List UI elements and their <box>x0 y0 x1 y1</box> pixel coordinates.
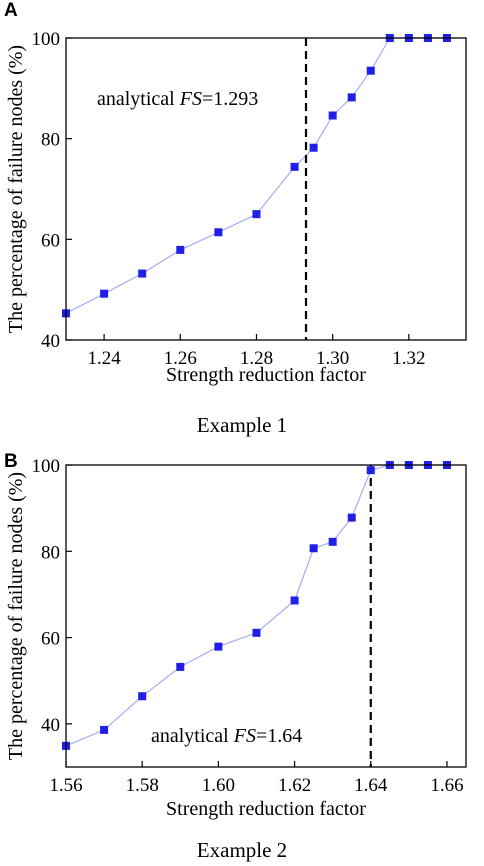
x-tick-label: 1.24 <box>87 348 121 369</box>
chart-example-1: 1.24 1.26 1.28 1.30 1.32 40 60 80 100 Strength re… <box>5 29 467 386</box>
x-tick-label: 1.60 <box>202 775 235 796</box>
data-point <box>176 245 185 254</box>
y-tick-label: 80 <box>41 130 60 151</box>
caption-example-2: Example 2 <box>196 838 288 862</box>
data-point <box>214 228 223 237</box>
analytical-fs-annotation: analytical FS=1.293 <box>97 88 258 110</box>
data-point <box>290 162 299 171</box>
x-axis-title: Strength reduction factor <box>166 364 366 386</box>
data-point <box>100 289 109 298</box>
data-point <box>366 66 375 75</box>
y-tick-label: 100 <box>32 456 61 477</box>
analytical-fs-annotation: analytical FS=1.64 <box>151 725 302 747</box>
y-tick-label: 40 <box>41 331 60 352</box>
data-point <box>290 596 299 605</box>
plot-frame <box>65 464 467 768</box>
y-tick-label: 60 <box>41 230 60 251</box>
x-tick-label: 1.66 <box>430 775 463 796</box>
data-point <box>328 537 337 546</box>
data-point <box>328 111 337 120</box>
panel-label-a: A <box>4 0 18 21</box>
x-tick-label: 1.26 <box>164 348 197 369</box>
data-point <box>366 466 375 475</box>
data-point <box>309 544 318 553</box>
x-axis-title: Strength reduction factor <box>166 798 366 820</box>
data-point <box>214 642 223 651</box>
series-line <box>65 464 447 747</box>
chart-example-2: 1.56 1.58 1.60 1.62 1.64 1.66 40 60 80 100 Strengt… <box>5 456 467 820</box>
y-tick-label: 80 <box>41 542 60 563</box>
x-tick-label: 1.62 <box>278 775 311 796</box>
data-point <box>176 662 185 671</box>
data-point <box>138 692 147 701</box>
data-point <box>138 269 147 278</box>
data-point <box>252 628 261 637</box>
panel-label-b: B <box>4 451 18 472</box>
x-tick-label: 1.30 <box>316 348 349 369</box>
plot-frame <box>65 37 467 341</box>
y-tick-label: 60 <box>41 629 60 650</box>
y-tick-label: 40 <box>41 715 60 736</box>
y-axis-title: The percentage of failure nodes (%) <box>5 45 27 333</box>
caption-example-1: Example 1 <box>196 413 288 437</box>
data-point <box>252 210 261 219</box>
y-tick-label: 100 <box>32 29 61 50</box>
y-axis-title: The percentage of failure nodes (%) <box>5 472 27 760</box>
data-point <box>347 93 356 102</box>
x-tick-label: 1.64 <box>354 775 388 796</box>
data-point <box>100 725 109 734</box>
x-tick-label: 1.58 <box>126 775 159 796</box>
data-point <box>309 143 318 152</box>
data-point <box>347 513 356 522</box>
series-line <box>65 37 447 314</box>
x-tick-label: 1.28 <box>240 348 273 369</box>
x-tick-label: 1.56 <box>49 775 82 796</box>
x-tick-label: 1.32 <box>392 348 425 369</box>
